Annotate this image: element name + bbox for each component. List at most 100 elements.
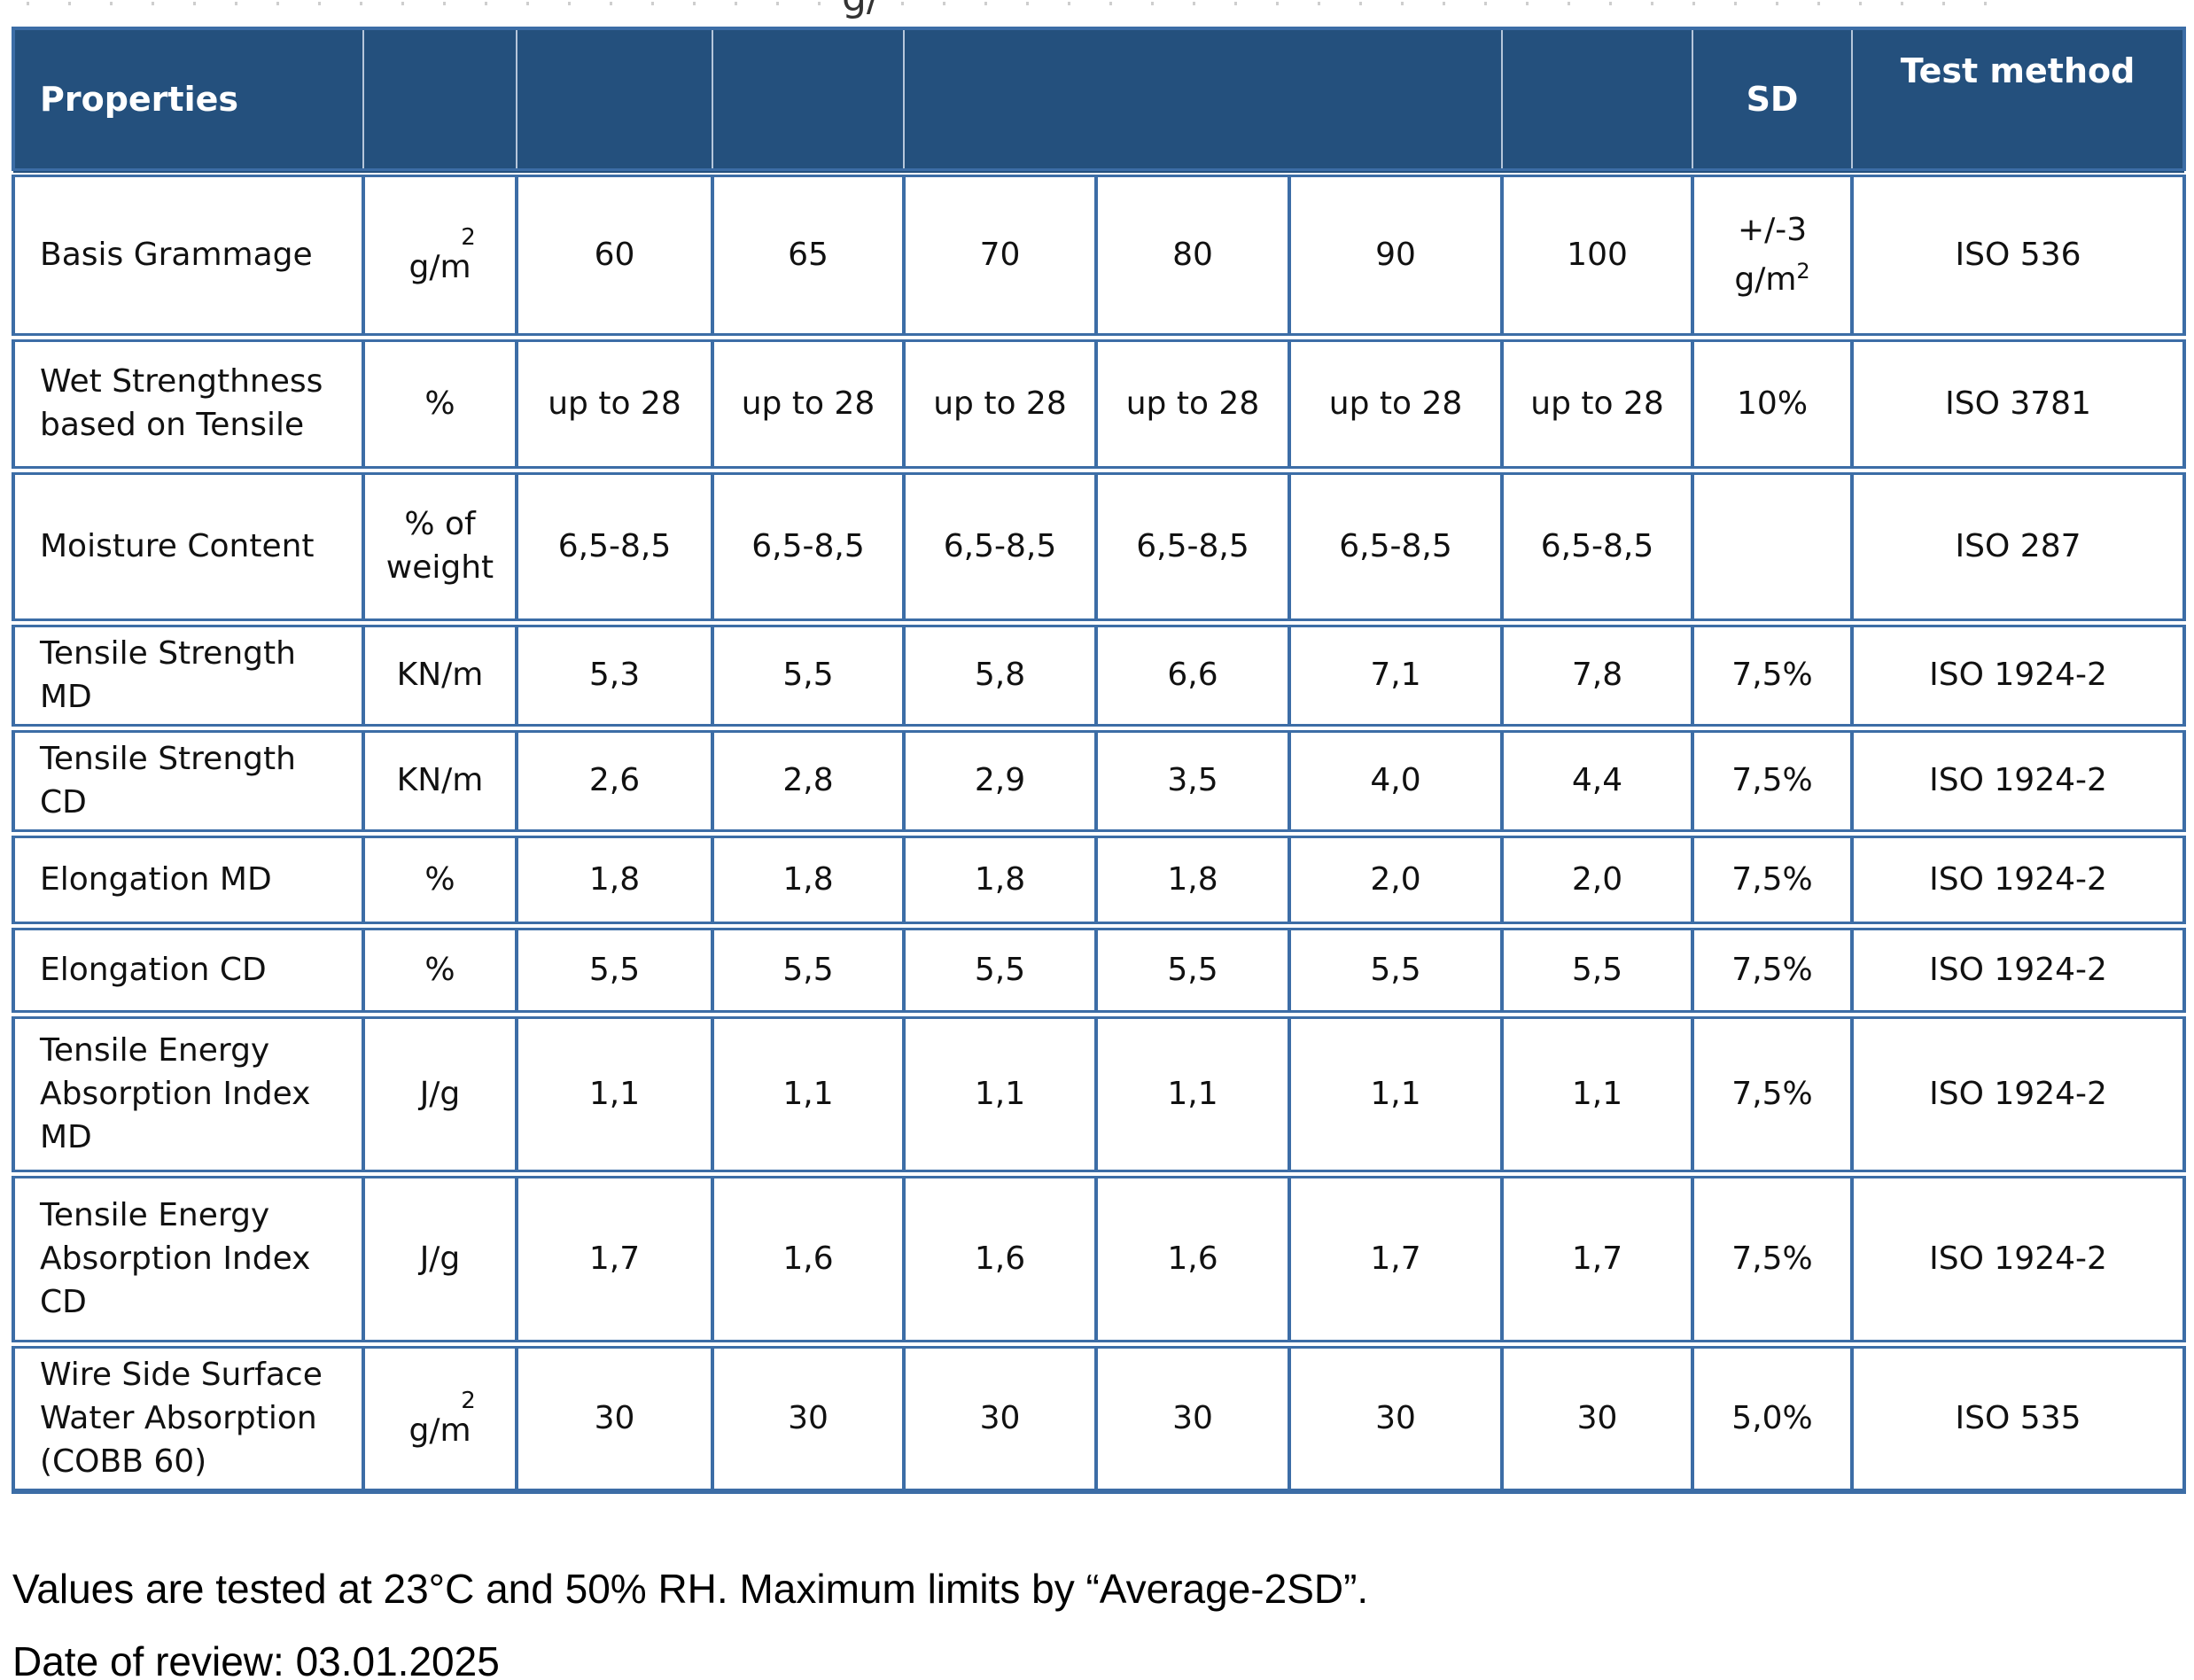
header-row: Properties SD Test method (12, 27, 2185, 177)
cell-property: Tensile Energy Absorption Index CD (12, 1174, 365, 1349)
cell-value: 1,1 (515, 1015, 714, 1179)
cell-test-method: ISO 1924-2 (1850, 1015, 2187, 1179)
cell-value: 5,5 (515, 926, 714, 1020)
cell-value: up to 28 (515, 338, 714, 475)
cell-property: Moisture Content (12, 471, 365, 627)
cell-value: 2,0 (1287, 834, 1505, 931)
unit-superscript: 2 (461, 224, 476, 251)
sd-line: g/m2 (1734, 259, 1810, 298)
cell-property: Tensile Energy Absorption Index MD (12, 1015, 365, 1179)
unit-base: g/m (408, 249, 471, 285)
cell-value: 6,6 (1094, 623, 1291, 734)
cell-value: 100 (1500, 173, 1695, 342)
table-header: Properties SD Test method (12, 27, 2185, 177)
table-row: Elongation CD% 5,5 5,5 5,5 5,5 5,5 5,5 7,5% ISO … (12, 926, 2187, 1020)
cell-value: up to 28 (902, 338, 1098, 475)
cell-value: 30 (902, 1344, 1098, 1495)
cell-value: 3,5 (1094, 728, 1291, 839)
cell-test-method: ISO 535 (1850, 1344, 2187, 1495)
cell-value: 1,8 (515, 834, 714, 931)
header-test-method: Test method (1851, 27, 2185, 177)
cell-sd (1691, 471, 1855, 627)
cell-value: 5,5 (1500, 926, 1695, 1020)
cell-sd: 7,5% (1691, 834, 1855, 931)
cell-property: Basis Grammage (12, 173, 365, 342)
cell-unit: J/g (362, 1015, 518, 1179)
cell-value: 4,0 (1287, 728, 1505, 839)
header-properties: Properties (12, 27, 363, 177)
cell-property: Elongation CD (12, 926, 365, 1020)
table-row: Wire Side Surface Water Absorption (COBB… (12, 1344, 2187, 1495)
cell-value: 7,8 (1500, 623, 1695, 734)
sd-superscript: 2 (1796, 259, 1810, 284)
cell-property: Elongation MD (12, 834, 365, 931)
cell-sd: 7,5% (1691, 1015, 1855, 1179)
cell-value: 1,7 (515, 1174, 714, 1349)
cell-value: 1,8 (1094, 834, 1291, 931)
cell-value: 65 (711, 173, 906, 342)
cell-property: Wire Side Surface Water Absorption (COBB… (12, 1344, 365, 1495)
table-row: Tensile Strength CD KN/m 2,6 2,8 2,9 3,5 4,0 4,… (12, 728, 2187, 839)
sd-line: +/-3 (1737, 212, 1808, 248)
unit-superscript: 2 (461, 1388, 476, 1415)
cell-value: 90 (1287, 173, 1505, 342)
cell-value: 80 (1094, 173, 1291, 342)
cell-unit: 2 g/m (362, 1344, 518, 1495)
cell-value: 1,7 (1287, 1174, 1505, 1349)
cell-value: 70 (902, 173, 1098, 342)
cell-sd: 7,5% (1691, 728, 1855, 839)
cell-property: Tensile Strength MD (12, 623, 365, 734)
cell-unit: 2 g/m (362, 173, 518, 342)
cell-value: 1,6 (711, 1174, 906, 1349)
cell-unit: % of weight (362, 471, 518, 627)
cell-test-method: ISO 1924-2 (1850, 623, 2187, 734)
cell-test-method: ISO 3781 (1850, 338, 2187, 475)
cell-value: 6,5-8,5 (1094, 471, 1291, 627)
cell-value: up to 28 (1287, 338, 1505, 475)
cell-value: 5,3 (515, 623, 714, 734)
table-row: Tensile Energy Absorption Index MD J/g 1,1… (12, 1015, 2187, 1179)
table-row: Wet Strengthness based on Tensile% up to … (12, 338, 2187, 475)
table-body: Basis Grammage 2 g/m 60 65 70 80 90 100 +/-3 g/m2 I… (12, 173, 2187, 1495)
cell-value: 30 (1287, 1344, 1505, 1495)
cell-unit: J/g (362, 1174, 518, 1349)
cell-value: 6,5-8,5 (711, 471, 906, 627)
cell-property: Wet Strengthness based on Tensile (12, 338, 365, 475)
cell-sd: 7,5% (1691, 1174, 1855, 1349)
cell-value: 6,5-8,5 (1500, 471, 1695, 627)
cell-value: 5,5 (711, 926, 906, 1020)
cell-value: 1,1 (1094, 1015, 1291, 1179)
cell-value: 30 (1094, 1344, 1291, 1495)
cell-value: 5,5 (711, 623, 906, 734)
cell-value: 5,5 (1094, 926, 1291, 1020)
footer-notes: Values are tested at 23°C and 50% RH. Ma… (12, 1552, 2175, 1680)
cell-value: 1,8 (902, 834, 1098, 931)
cell-unit: % (362, 834, 518, 931)
table-row: Tensile Energy Absorption Index CD J/g 1,7… (12, 1174, 2187, 1349)
header-sd: SD (1692, 27, 1853, 177)
header-empty-merged (902, 27, 1503, 177)
cell-value: up to 28 (1094, 338, 1291, 475)
cell-value: 1,1 (902, 1015, 1098, 1179)
footer-note-line: Values are tested at 23°C and 50% RH. Ma… (12, 1566, 1369, 1612)
cell-value: 1,6 (1094, 1174, 1291, 1349)
unit-base: g/m (408, 1412, 471, 1450)
cell-value: 4,4 (1500, 728, 1695, 839)
cell-test-method: ISO 287 (1850, 471, 2187, 627)
cell-test-method: ISO 1924-2 (1850, 1174, 2187, 1349)
cell-value: 1,8 (711, 834, 906, 931)
cell-value: 2,0 (1500, 834, 1695, 931)
cell-unit: KN/m (362, 623, 518, 734)
cell-value: 6,5-8,5 (515, 471, 714, 627)
cell-value: 6,5-8,5 (902, 471, 1098, 627)
cell-sd: 7,5% (1691, 623, 1855, 734)
cell-value: 5,5 (1287, 926, 1505, 1020)
table-row: Basis Grammage 2 g/m 60 65 70 80 90 100 +/-3 g/m2 I… (12, 173, 2187, 342)
header-empty-1 (516, 27, 712, 177)
cell-value: 1,1 (711, 1015, 906, 1179)
cell-value: 60 (515, 173, 714, 342)
cell-sd: 10% (1691, 338, 1855, 475)
cell-value: 2,8 (711, 728, 906, 839)
clipped-line-remnant: g/ (0, 0, 2194, 21)
